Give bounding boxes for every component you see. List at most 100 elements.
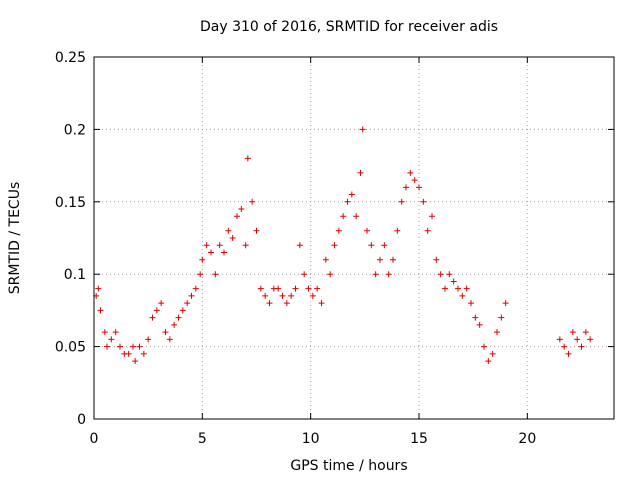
data-point [381, 242, 388, 249]
data-point [162, 329, 169, 336]
data-point [364, 227, 370, 234]
data-point [485, 358, 492, 365]
data-point [416, 184, 422, 191]
data-point [158, 300, 165, 307]
data-point [385, 271, 392, 278]
data-point [450, 278, 457, 285]
data-point [171, 321, 178, 328]
data-point [130, 343, 136, 350]
data-point [301, 271, 308, 278]
x-tick-label: 5 [198, 431, 207, 447]
data-point [344, 198, 351, 205]
data-point [188, 292, 195, 299]
y-tick-label: 0.2 [64, 122, 86, 138]
data-point [117, 343, 123, 350]
data-point [199, 256, 206, 263]
data-point [455, 285, 461, 292]
data-point [459, 292, 466, 299]
data-point [279, 292, 286, 299]
data-point [318, 300, 325, 307]
data-point [234, 213, 240, 220]
y-tick-label: 0.05 [55, 340, 86, 356]
data-point [429, 213, 435, 220]
data-point [472, 314, 479, 321]
data-point [359, 126, 366, 133]
data-point [569, 329, 576, 336]
data-point [446, 271, 453, 278]
data-point [238, 206, 245, 213]
data-point [197, 271, 204, 278]
grid [94, 57, 614, 419]
data-point [468, 300, 474, 307]
data-point [242, 242, 249, 249]
data-point [166, 336, 173, 343]
data-point [377, 256, 383, 263]
data-point [556, 336, 563, 343]
data-point [322, 256, 329, 263]
data-point [578, 343, 585, 350]
data-point [340, 213, 347, 220]
data-point [292, 285, 299, 292]
chart-title: Day 310 of 2016, SRMTID for receiver adi… [200, 19, 498, 35]
data-point [309, 292, 316, 299]
data-point [442, 285, 448, 292]
data-point [390, 256, 396, 263]
data-point [221, 249, 227, 256]
data-point [357, 169, 364, 176]
data-point [494, 329, 500, 336]
data-point [582, 329, 589, 336]
data-point [565, 350, 572, 357]
data-point [203, 242, 210, 249]
data-point [296, 242, 303, 249]
data-point [97, 307, 104, 314]
ticks [93, 56, 614, 420]
data-point [132, 358, 139, 365]
data-point [433, 256, 440, 263]
data-point [257, 285, 264, 292]
data-point [225, 227, 232, 234]
y-tick-label: 0.25 [55, 50, 86, 66]
data-point [229, 235, 236, 241]
data-point [192, 285, 199, 292]
data-point [403, 184, 409, 191]
y-tick-label: 0 [77, 412, 86, 428]
data-point [108, 336, 115, 343]
data-point [253, 227, 260, 234]
x-tick-label: 10 [302, 431, 320, 447]
data-point [394, 227, 401, 234]
data-point [136, 343, 143, 350]
data-point [574, 336, 581, 343]
data-point [335, 227, 342, 234]
data-point [561, 343, 568, 350]
data-point [145, 336, 152, 343]
data-point [140, 350, 147, 357]
data-point [372, 271, 379, 278]
data-point [179, 307, 186, 314]
data-points [93, 126, 594, 365]
data-point [481, 343, 487, 350]
data-point [407, 169, 414, 176]
data-point [216, 242, 223, 249]
data-point [476, 321, 483, 328]
data-point [437, 271, 444, 278]
data-point [353, 213, 360, 220]
data-point [249, 198, 256, 205]
data-point [498, 314, 505, 321]
data-point [348, 191, 355, 198]
y-tick-label: 0.1 [64, 267, 86, 283]
tick-labels: 0 5 10 15 20 0 0.05 0.1 0.15 0.2 0.25 [55, 50, 536, 447]
data-point [175, 314, 182, 321]
data-point [327, 271, 334, 278]
data-point [244, 155, 251, 162]
data-point [266, 300, 273, 307]
data-point [104, 343, 110, 350]
data-point [463, 285, 470, 292]
data-point [212, 271, 219, 278]
data-point [314, 285, 321, 292]
data-point [125, 350, 132, 357]
data-point [368, 242, 375, 249]
data-point [331, 242, 338, 249]
data-point [411, 177, 418, 184]
